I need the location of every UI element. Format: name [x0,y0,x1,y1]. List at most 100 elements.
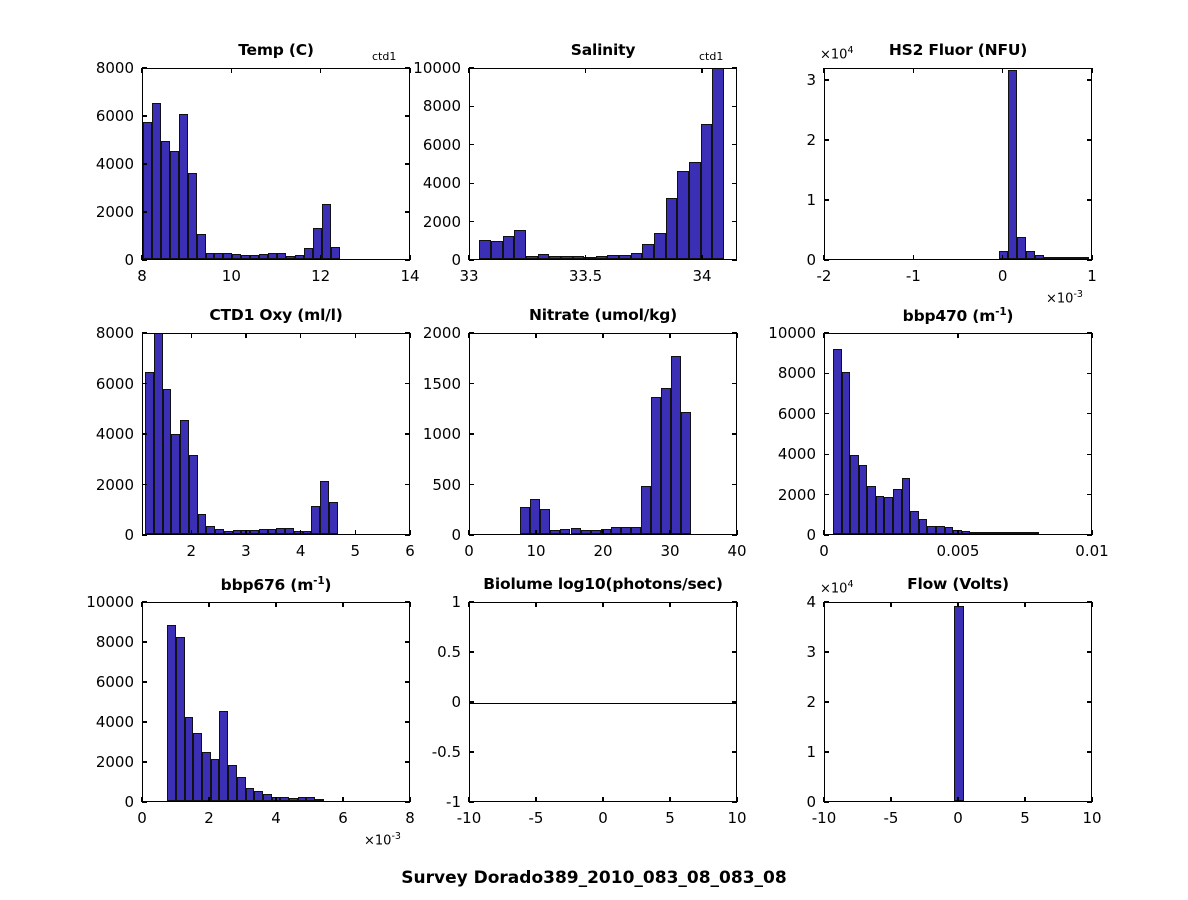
y-tick-mark-right [732,144,737,146]
histogram-bar [293,531,303,534]
x-tick-label: 4 [295,542,306,560]
x-tick-mark-top [535,333,537,338]
histogram-bar [540,508,551,534]
x-tick-label: 33.5 [568,267,603,285]
y-tick-label: 0 [806,526,816,544]
x-tick-mark [300,530,302,535]
y-tick-mark-right [1087,139,1092,141]
histogram-bar [228,765,237,801]
y-tick-mark-right [732,601,737,603]
histogram-bar [1061,257,1071,259]
histogram-bar [600,528,611,534]
y-tick-mark [142,641,147,643]
x-tick-mark-top [669,602,671,607]
histogram-bar [312,227,322,259]
y-tick-mark-right [732,751,737,753]
histogram-bar [671,356,682,534]
y-tick-label: 4000 [95,713,134,731]
x-tick-mark-top [736,333,738,338]
histogram-bar [1013,532,1022,534]
y-tick-mark [469,332,474,334]
x-tick-mark [823,797,825,802]
histogram-bar [160,141,170,259]
y-tick-mark [824,701,829,703]
y-tick-label: 6000 [95,107,134,125]
x-axis-exponent: ×10-3 [1046,289,1083,307]
x-tick-mark [602,797,604,802]
histogram-bar [262,793,272,801]
histogram-bar [145,372,154,534]
histogram-bar [1008,70,1018,259]
x-tick-mark-top [342,602,344,607]
y-tick-label: 6000 [777,404,816,423]
y-tick-label: 4000 [777,445,816,464]
x-axis-exponent: ×10-3 [364,831,401,849]
subplot-title: Salinity [570,41,636,59]
histogram-bar [267,528,277,534]
histogram-bar [858,465,868,534]
x-tick-label: 5 [1020,809,1030,827]
y-tick-label: 4000 [95,425,134,443]
x-tick-label: 12 [311,267,331,285]
x-tick-mark [736,797,738,802]
y-tick-mark-right [1087,413,1092,415]
x-tick-mark [957,797,959,802]
x-tick-mark-top [584,68,587,73]
x-tick-label: 10 [526,542,546,560]
x-tick-mark [890,797,892,802]
y-tick-mark [469,651,474,653]
histogram-bars [825,603,1091,801]
y-tick-label: 8000 [422,97,461,116]
histogram-bar [677,171,690,259]
histogram-bar [315,799,324,801]
histogram-bar [944,527,954,534]
y-tick-label: 10000 [768,324,816,342]
y-tick-label: 8000 [95,324,134,342]
histogram-bar [1026,250,1035,259]
x-tick-mark-top [468,333,470,338]
histogram-bar [254,791,263,801]
y-tick-mark-right [732,105,737,107]
histogram-bar [151,103,161,259]
y-tick-mark [142,433,147,435]
y-tick-mark [469,144,474,146]
x-tick-mark-top [1091,68,1093,73]
x-tick-label: 0 [464,542,474,560]
x-tick-label: 8 [405,809,415,827]
x-tick-label: 0 [137,809,147,827]
histogram-bar [927,525,936,534]
plot-area [142,333,410,535]
histogram-bar [1079,257,1089,259]
y-tick-label: -1 [446,793,461,811]
x-tick-mark [1024,797,1026,802]
y-tick-mark-right [732,221,737,223]
y-tick-label: 0 [451,526,461,544]
x-tick-mark-top [602,333,604,338]
histogram-bar [590,529,601,534]
x-tick-mark [823,255,825,260]
histogram-bar [978,532,988,534]
x-tick-mark-top [823,68,825,73]
y-tick-mark-right [1087,751,1092,753]
x-tick-label: 1 [1087,267,1097,285]
y-tick-mark-right [405,721,410,723]
y-tick-mark [469,105,474,107]
y-tick-mark-right [732,534,737,536]
histogram-bar [214,253,224,259]
histogram-bar [1034,255,1044,259]
x-tick-mark-top [230,68,232,73]
histogram-bar [514,229,526,259]
histogram-bar [206,525,216,534]
plot-area [469,68,737,260]
x-tick-label: 40 [727,542,747,560]
histogram-bars [470,334,736,534]
histogram-bar [630,526,641,534]
y-tick-mark-right [1087,494,1092,496]
x-tick-mark [409,530,411,535]
y-tick-label: 4 [806,593,816,611]
x-tick-mark [320,255,322,260]
y-tick-mark [142,67,147,69]
x-tick-mark-top [602,602,604,607]
